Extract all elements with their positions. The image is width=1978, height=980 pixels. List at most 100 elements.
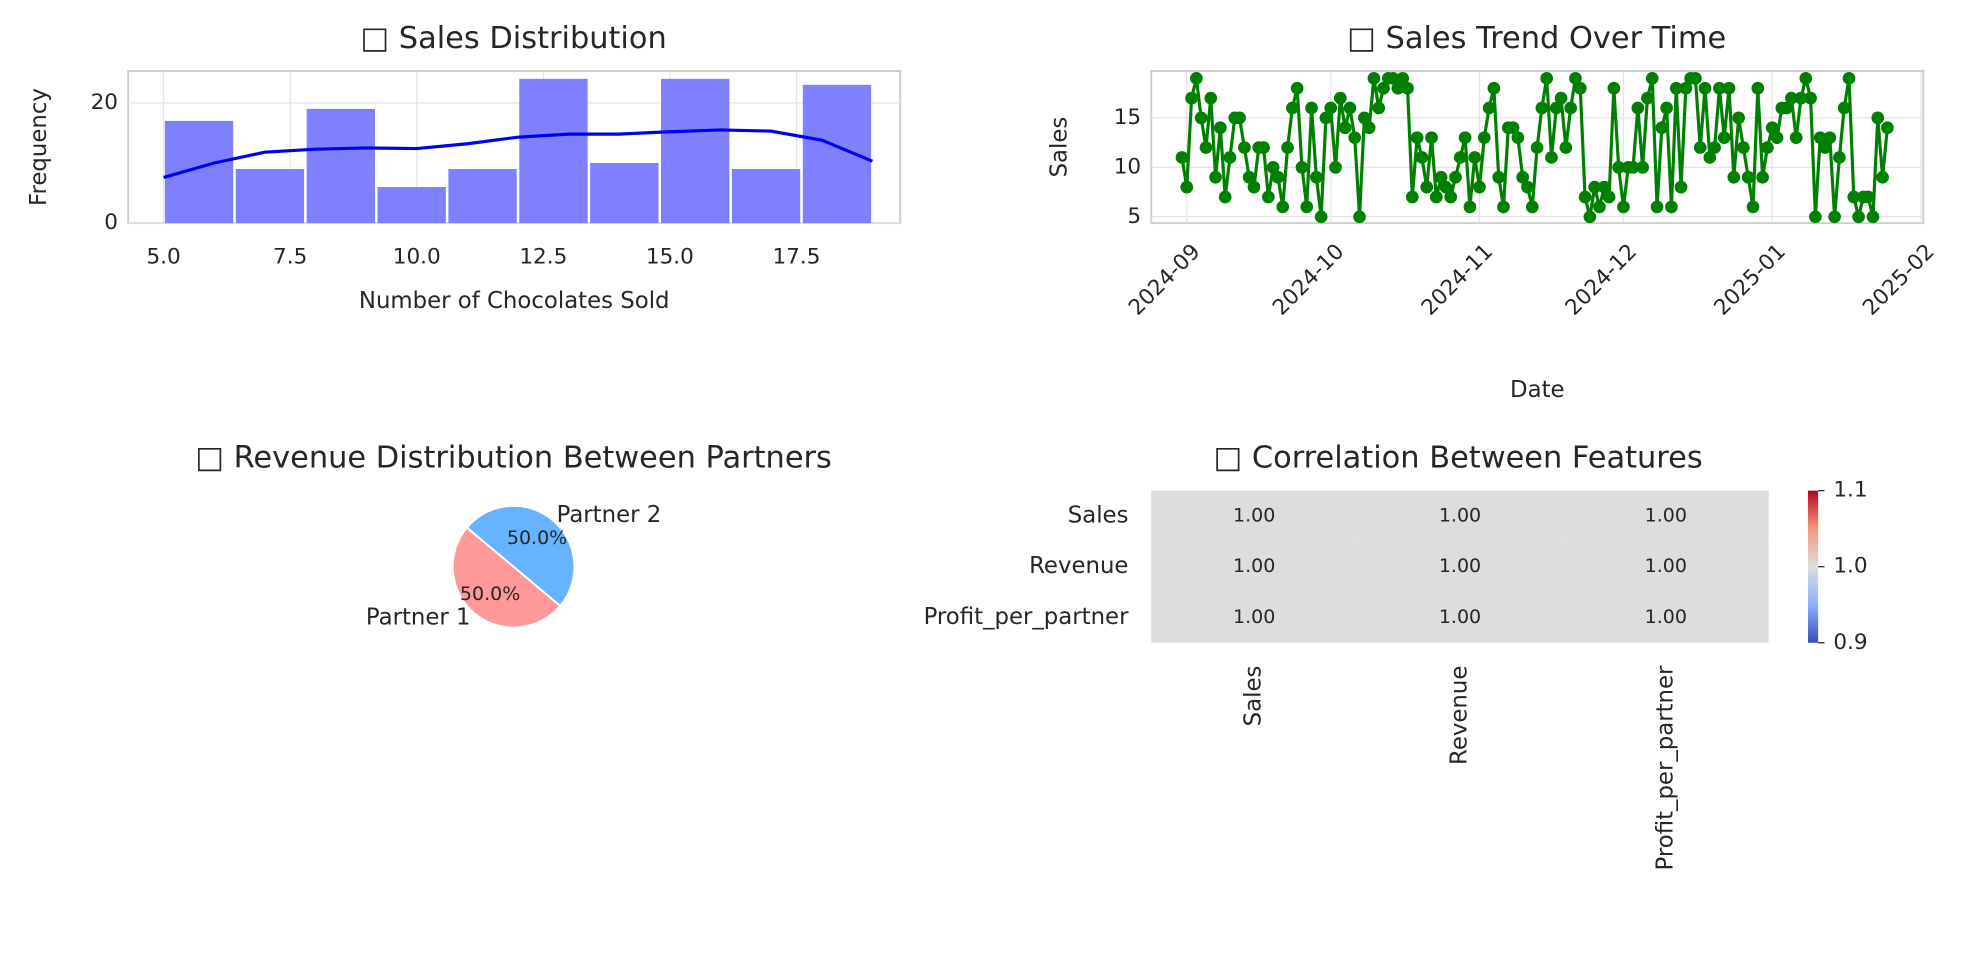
sales-point [1295, 161, 1309, 174]
sales-point [1305, 101, 1318, 115]
cell-label: 1.00 [1439, 606, 1481, 628]
sales-point [1583, 210, 1597, 224]
sales-point [1238, 141, 1251, 154]
sales-point [1458, 131, 1472, 145]
sales-point [1391, 81, 1405, 95]
sales-point [1732, 111, 1745, 125]
chart-title: □ Correlation Between Features [1213, 440, 1702, 475]
heatmap-cell [1562, 592, 1769, 643]
pie-label: Partner 2 [557, 502, 662, 528]
x-tick-label: Revenue [1446, 666, 1472, 765]
sales-point [1434, 170, 1448, 184]
sales-point [1468, 151, 1482, 164]
x-tick-label: 2024-09 [1124, 239, 1205, 320]
cell-label: 1.00 [1439, 504, 1481, 526]
sales-point [1785, 91, 1798, 105]
sales-point [1708, 141, 1721, 154]
sales-point [1597, 180, 1611, 194]
sales-point [1612, 161, 1625, 174]
sales-point [1780, 101, 1793, 115]
histogram-bar [306, 108, 375, 224]
heatmap-cell [1357, 541, 1563, 593]
x-tick-label: 12.5 [519, 244, 567, 269]
sales-point [1281, 141, 1294, 154]
sales-point [1521, 180, 1534, 194]
sales-point [1338, 121, 1352, 135]
cell-label: 1.00 [1645, 504, 1687, 526]
pie-label: Partner 1 [366, 604, 471, 630]
sales-point [1727, 170, 1741, 184]
sales-point [1837, 101, 1851, 115]
sales-line [1180, 73, 1889, 218]
pie-percent: 50.0% [460, 583, 520, 605]
sales-point [1741, 170, 1755, 184]
sales-point [1737, 141, 1750, 154]
sales-point [1175, 151, 1189, 164]
cell-label: 1.00 [1439, 555, 1481, 577]
sales-point [1866, 210, 1880, 224]
sales-point [1761, 141, 1774, 154]
sales-point [1799, 71, 1813, 85]
sales-point [1564, 101, 1578, 115]
y-tick-label: Sales [1068, 502, 1129, 528]
sales-point [1698, 81, 1712, 95]
sales-point [1713, 81, 1726, 95]
sales-point [1401, 81, 1414, 95]
sales-point [1257, 141, 1270, 154]
x-axis-label: Number of Chocolates Sold [359, 288, 670, 314]
heatmap-cell [1151, 541, 1358, 593]
sales-point [1607, 81, 1621, 95]
cell-label: 1.00 [1233, 606, 1275, 628]
y-tick-label: 10 [1114, 154, 1141, 179]
sales-point [1751, 81, 1765, 95]
sales-point [1425, 131, 1438, 145]
sales-point [1449, 170, 1462, 184]
sales-point [1833, 151, 1846, 164]
sales-point [1794, 91, 1808, 105]
sales-point [1199, 141, 1213, 154]
x-tick-label: Profit_per_partner [1652, 665, 1678, 870]
sales-point [1645, 71, 1659, 85]
y-tick-label: 0 [104, 210, 118, 235]
sales-point [1497, 200, 1510, 214]
colorbar [1807, 490, 1819, 643]
sales-point [1689, 71, 1702, 85]
chart-title: □ Sales Trend Over Time [1347, 21, 1726, 56]
sales-point [1185, 91, 1198, 105]
colorbar-tick-label: 1.0 [1833, 554, 1867, 579]
sales-point [1828, 210, 1841, 224]
sales-point [1477, 131, 1491, 145]
sales-point [1693, 141, 1707, 154]
sales-point [1353, 210, 1366, 224]
sales-point [1233, 111, 1246, 125]
sales-point [1842, 71, 1856, 85]
sales-point [1194, 111, 1208, 125]
cell-label: 1.00 [1233, 555, 1275, 577]
sales-point [1540, 71, 1554, 85]
sales-point [1703, 151, 1717, 164]
sales-point [1266, 161, 1280, 174]
sales-point [1525, 200, 1539, 214]
sales-point [1573, 81, 1587, 95]
histogram-bar [731, 169, 801, 224]
sales-point [1679, 81, 1693, 95]
x-tick-label: 2024-12 [1561, 239, 1642, 320]
sales-point [1242, 170, 1256, 184]
x-tick-label: 2024-11 [1417, 239, 1498, 320]
colorbar-tick-label: 1.1 [1833, 478, 1867, 503]
sales-point [1262, 190, 1275, 204]
sales-point [1348, 131, 1362, 145]
x-axis-label: Date [1510, 377, 1565, 403]
x-tick-label: Sales [1241, 666, 1267, 727]
histogram-bar [802, 84, 872, 224]
sales-point [1669, 81, 1683, 95]
sales-point [1789, 131, 1803, 145]
y-tick-label: Revenue [1029, 553, 1128, 579]
sales-point [1190, 71, 1203, 85]
cell-label: 1.00 [1645, 606, 1687, 628]
heatmap-cell [1151, 592, 1358, 643]
sales-point [1324, 101, 1338, 115]
sales-point [1717, 131, 1731, 145]
